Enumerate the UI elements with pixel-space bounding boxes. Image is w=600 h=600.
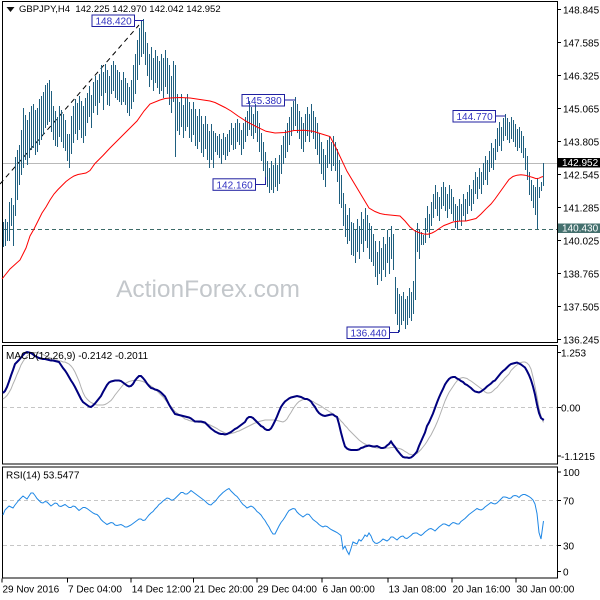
svg-text:29 Nov 2016: 29 Nov 2016 [3,584,60,595]
svg-text:21 Dec 20:00: 21 Dec 20:00 [194,584,254,595]
svg-text:1.253: 1.253 [561,349,586,360]
svg-text:142.160: 142.160 [217,180,254,191]
svg-text:MACD(12,26,9) -0.2142 -0.2011: MACD(12,26,9) -0.2142 -0.2011 [6,351,149,362]
svg-text:142.952: 142.952 [562,158,599,169]
svg-text:13 Jan 08:00: 13 Jan 08:00 [389,584,447,595]
svg-text:29 Dec 04:00: 29 Dec 04:00 [258,584,318,595]
svg-text:30 Jan 00:00: 30 Jan 00:00 [517,584,575,595]
svg-text:145.380: 145.380 [246,96,283,107]
svg-text:GBPJPY,H4 142.225 142.970 142: GBPJPY,H4 142.225 142.970 142.042 142.95… [19,4,221,15]
svg-text:147.585: 147.585 [563,39,600,50]
svg-text:RSI(14) 53.5477: RSI(14) 53.5477 [6,471,80,482]
svg-text:137.505: 137.505 [563,303,600,314]
svg-text:136.245: 136.245 [563,336,600,347]
svg-text:30: 30 [563,542,575,553]
svg-text:148.845: 148.845 [563,6,600,17]
svg-text:140.430: 140.430 [562,224,599,235]
svg-text:148.420: 148.420 [96,17,133,28]
svg-text:7 Dec 04:00: 7 Dec 04:00 [68,584,122,595]
svg-text:140.025: 140.025 [563,237,600,248]
svg-text:138.765: 138.765 [563,270,600,281]
svg-text:100: 100 [563,468,580,479]
svg-text:146.325: 146.325 [563,72,600,83]
svg-text:141.285: 141.285 [563,204,600,215]
svg-text:ActionForex.com: ActionForex.com [116,276,300,303]
svg-text:142.545: 142.545 [563,171,600,182]
svg-text:145.065: 145.065 [563,105,600,116]
svg-text:136.440: 136.440 [351,329,388,340]
svg-text:70: 70 [563,497,575,508]
svg-text:143.805: 143.805 [563,138,600,149]
svg-text:20 Jan 16:00: 20 Jan 16:00 [453,584,511,595]
svg-text:144.770: 144.770 [457,112,494,123]
svg-text:0: 0 [563,568,569,579]
svg-text:0.00: 0.00 [561,404,581,415]
svg-text:14 Dec 12:00: 14 Dec 12:00 [132,584,192,595]
svg-text:6 Jan 00:00: 6 Jan 00:00 [323,584,376,595]
svg-text:-1.1215: -1.1215 [561,452,595,463]
